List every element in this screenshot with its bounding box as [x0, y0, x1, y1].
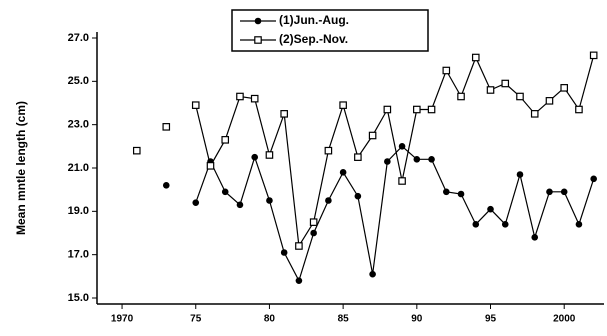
point — [560, 84, 569, 92]
point — [398, 177, 406, 185]
point — [221, 188, 229, 196]
point — [309, 218, 318, 226]
point — [560, 188, 568, 196]
point — [191, 101, 200, 109]
point — [545, 97, 554, 105]
point — [221, 136, 230, 144]
y-tick-label: 15.0 — [68, 292, 89, 304]
point — [501, 221, 509, 228]
series-line — [195, 145, 595, 283]
x-tick-label: 90 — [411, 314, 423, 325]
point — [369, 270, 376, 278]
point — [339, 101, 347, 109]
y-tick-label: 23.0 — [68, 119, 89, 131]
point — [471, 53, 480, 62]
legend-box — [231, 9, 429, 52]
y-tick-label: 21.0 — [68, 162, 89, 174]
point — [384, 158, 391, 165]
y-tick-label: 19.0 — [68, 205, 89, 217]
legend-marker — [254, 36, 262, 44]
point — [486, 86, 495, 94]
point — [192, 199, 200, 206]
point — [413, 105, 421, 114]
legend-marker — [254, 17, 262, 25]
y-tick-label: 27.0 — [68, 32, 89, 44]
x-tick-label: 85 — [338, 314, 350, 325]
point — [295, 242, 303, 250]
point — [383, 105, 392, 114]
point — [295, 277, 303, 284]
point — [442, 66, 451, 75]
point — [487, 205, 494, 213]
point — [354, 192, 362, 200]
point — [251, 153, 259, 161]
point — [530, 110, 539, 118]
x-tick-label: 1970 — [111, 314, 134, 325]
legend-label: (1)Jun.-Aug. — [279, 13, 349, 27]
point — [250, 94, 259, 103]
legend-label: (2)Sep.-Nov. — [279, 32, 348, 46]
point — [280, 249, 288, 256]
point — [266, 197, 273, 204]
point — [206, 162, 215, 170]
point — [531, 234, 539, 241]
point — [325, 197, 332, 204]
point — [236, 201, 244, 209]
point — [339, 169, 347, 176]
point — [472, 221, 480, 228]
point — [162, 123, 171, 131]
x-tick-label: 80 — [264, 314, 276, 325]
point — [590, 175, 597, 183]
point — [236, 92, 244, 101]
point — [427, 105, 436, 114]
x-tick-label: 75 — [190, 314, 202, 325]
point — [575, 105, 583, 114]
legend: (1)Jun.-Aug. (2)Sep.-Nov. — [231, 9, 429, 52]
y-axis-label: Mean mntle length (cm) — [14, 101, 28, 235]
point — [368, 131, 377, 140]
point — [428, 156, 435, 163]
point — [324, 146, 333, 155]
point — [442, 188, 450, 196]
point — [516, 92, 524, 101]
x-tick-label: 2000 — [553, 314, 576, 325]
point — [354, 153, 362, 161]
point — [162, 182, 170, 189]
point — [501, 79, 510, 88]
point — [280, 110, 288, 118]
point — [575, 221, 583, 228]
point — [265, 151, 274, 159]
point — [457, 92, 465, 101]
x-tick-label: 95 — [485, 314, 497, 325]
y-tick-label: 17.0 — [68, 249, 89, 261]
point — [589, 51, 598, 60]
y-tick-label: 25.0 — [68, 75, 89, 87]
point — [546, 188, 553, 196]
series-line — [195, 55, 595, 248]
point — [132, 146, 141, 155]
point — [413, 156, 421, 163]
point — [516, 171, 524, 178]
point — [398, 143, 406, 150]
point — [457, 190, 465, 198]
point — [310, 229, 317, 237]
